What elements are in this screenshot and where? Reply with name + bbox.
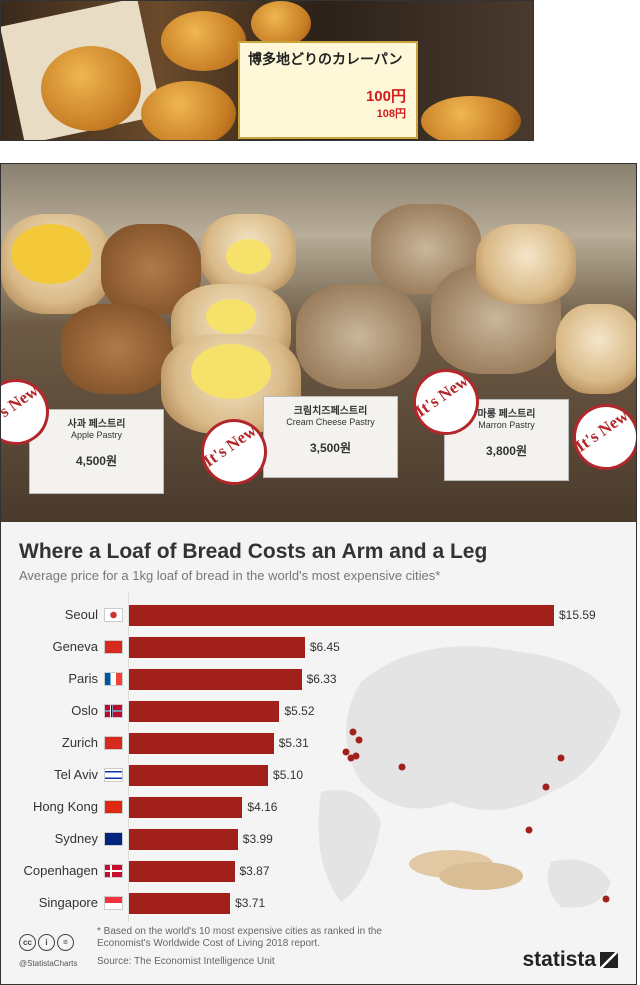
- value-label: $15.59: [559, 608, 596, 622]
- city-dot: [557, 754, 565, 762]
- bar: [129, 701, 280, 722]
- flag-icon: [104, 768, 123, 782]
- footnote: * Based on the world's 10 most expensive…: [97, 926, 382, 949]
- value-label: $6.45: [309, 640, 340, 654]
- flag-icon: [104, 832, 123, 846]
- city-label: Copenhagen: [23, 863, 98, 878]
- bar: [129, 733, 274, 754]
- pastry: [476, 224, 576, 304]
- tag-korean: 크림치즈페스트리: [293, 406, 368, 417]
- bar: [129, 797, 243, 818]
- bun: [41, 46, 141, 131]
- city-dot: [352, 752, 360, 760]
- chart-subtitle: Average price for a 1kg loaf of bread in…: [19, 568, 441, 583]
- tag-title: 博多地どりのカレーパン: [248, 51, 403, 67]
- bar-axis: [128, 592, 129, 922]
- mango: [11, 224, 91, 284]
- value-label: $5.52: [284, 704, 315, 718]
- city-dot: [602, 895, 610, 903]
- value-label: $3.87: [239, 864, 270, 878]
- city-dot: [342, 748, 350, 756]
- flag-icon: [104, 800, 123, 814]
- bread-price-chart: Where a Loaf of Bread Costs an Arm and a…: [0, 522, 637, 985]
- bar: [129, 765, 269, 786]
- brand-text: statista: [522, 948, 596, 971]
- city-dot: [349, 728, 357, 736]
- nd-icon: =: [57, 934, 74, 951]
- bun: [141, 81, 236, 140]
- tag-english: Cream Cheese Pastry: [286, 417, 375, 427]
- statista-logo-icon: [600, 952, 618, 968]
- tag-english: Marron Pastry: [478, 420, 535, 430]
- bar: [129, 829, 238, 850]
- flag-icon: [104, 704, 123, 718]
- bar: [129, 893, 231, 914]
- city-label: Paris: [68, 671, 98, 686]
- city-dot: [398, 763, 406, 771]
- tag-price: 3,500원: [309, 441, 352, 455]
- tag-korean: 사과 페스트리: [67, 419, 126, 430]
- statista-handle: @StatistaCharts: [19, 959, 78, 968]
- pastry: [556, 304, 636, 394]
- city-label: Seoul: [64, 607, 98, 622]
- value-label: $5.10: [273, 768, 304, 782]
- tag-price: 4,500원: [75, 454, 118, 468]
- cream: [191, 344, 271, 399]
- city-label: Oslo: [71, 703, 98, 718]
- city-label: Zurich: [61, 735, 98, 750]
- bar: [129, 605, 554, 626]
- city-dot: [525, 826, 533, 834]
- bar: [129, 861, 235, 882]
- flag-icon: [104, 640, 123, 654]
- bun: [251, 1, 311, 46]
- flag-icon: [104, 608, 123, 622]
- tag-english: Apple Pastry: [70, 430, 123, 440]
- city-label: Geneva: [52, 639, 98, 654]
- price-tag-apple: 사과 페스트리 Apple Pastry 4,500원: [29, 409, 164, 494]
- flag-icon: [104, 672, 123, 686]
- tag-korean: 마롱 페스트리: [477, 409, 536, 420]
- flag-icon: [104, 896, 123, 910]
- bun: [421, 96, 521, 140]
- by-icon: i: [38, 934, 55, 951]
- price-tag: 博多地どりのカレーパン 100円 108円: [238, 41, 418, 139]
- city-dot: [355, 736, 363, 744]
- value-label: $6.33: [306, 672, 337, 686]
- pastry: [61, 304, 171, 394]
- flag-icon: [104, 864, 123, 878]
- bar: [129, 637, 305, 658]
- cream: [226, 239, 271, 274]
- creative-commons-icons: cc i =: [19, 934, 74, 951]
- price-tag-cream-cheese: 크림치즈페스트리 Cream Cheese Pastry 3,500원: [263, 396, 398, 478]
- bun: [161, 11, 246, 71]
- value-label: $3.99: [242, 832, 273, 846]
- pastry: [296, 284, 421, 389]
- value-label: $3.71: [235, 896, 266, 910]
- tag-price: 100円: [365, 88, 406, 105]
- city-label: Singapore: [38, 895, 98, 910]
- value-label: $5.31: [278, 736, 309, 750]
- source: Source: The Economist Intelligence Unit: [97, 956, 275, 967]
- city-label: Hong Kong: [32, 799, 98, 814]
- city-label: Tel Aviv: [54, 767, 98, 782]
- its-new-badge: It's New: [560, 391, 636, 483]
- chart-title: Where a Loaf of Bread Costs an Arm and a…: [19, 540, 488, 563]
- city-dot: [542, 783, 550, 791]
- curry-bread-photo: 博多地どりのカレーパン 100円 108円: [0, 0, 534, 141]
- value-label: $4.16: [247, 800, 278, 814]
- flag-icon: [104, 736, 123, 750]
- cream: [206, 299, 256, 334]
- tag-price: 3,800원: [485, 444, 528, 458]
- statista-logo: statista: [522, 948, 618, 972]
- tag-price-tax: 108円: [376, 108, 406, 120]
- cc-icon: cc: [19, 934, 36, 951]
- city-label: Sydney: [54, 831, 98, 846]
- world-map: [318, 646, 621, 908]
- pastry-photo: 사과 페스트리 Apple Pastry 4,500원 크림치즈페스트리 Cre…: [0, 163, 637, 523]
- bar: [129, 669, 302, 690]
